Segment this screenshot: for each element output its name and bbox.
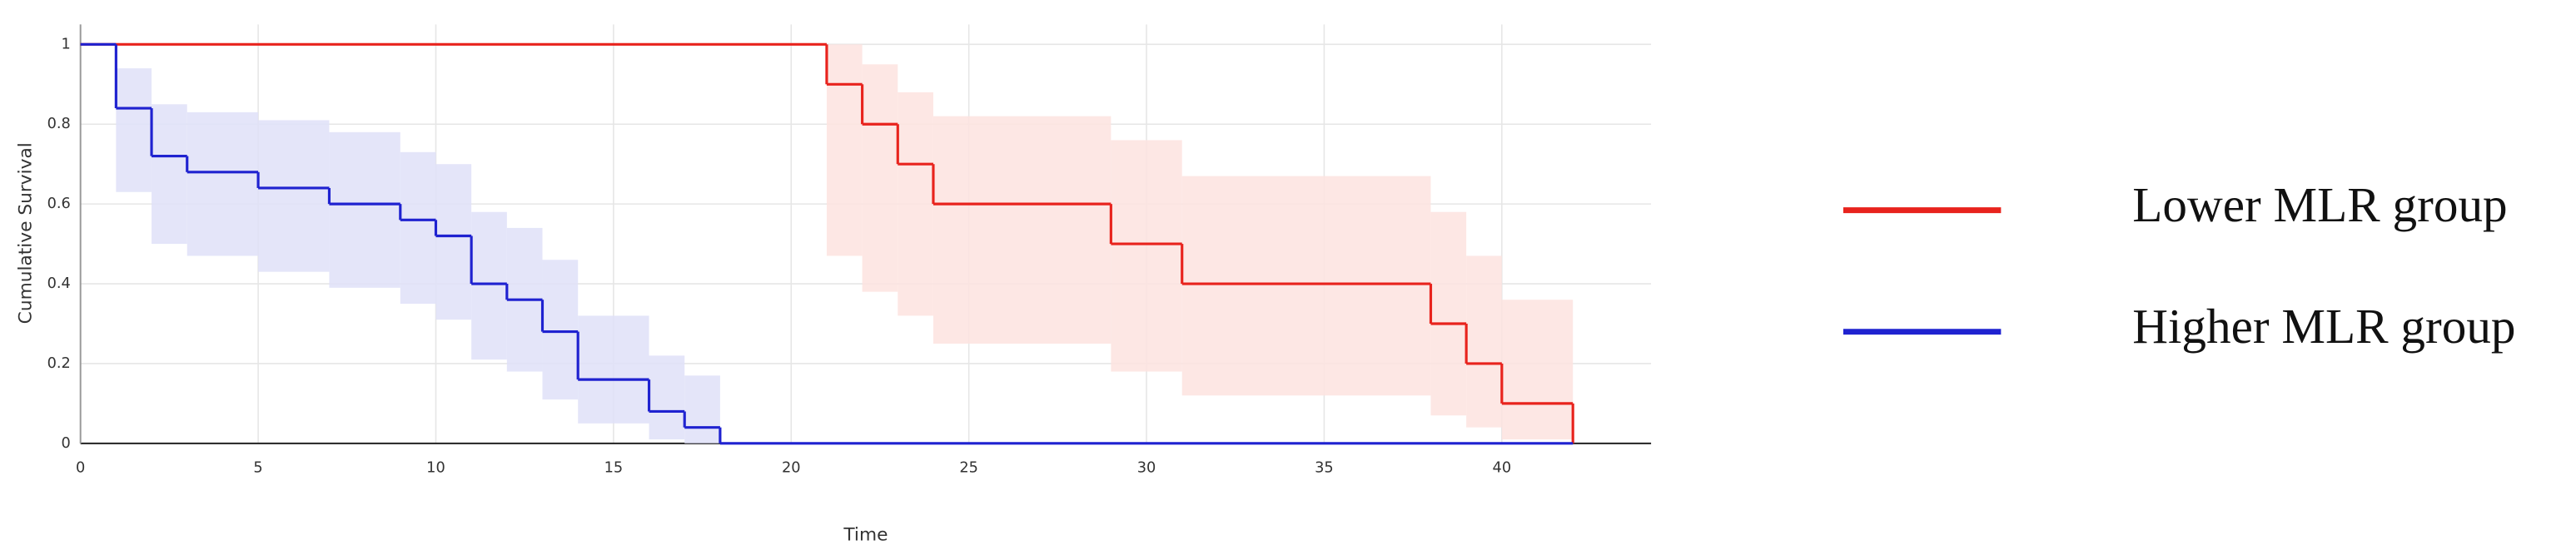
y-tick-label: 0.6	[47, 196, 71, 212]
x-tick-label: 15	[604, 459, 624, 476]
ci-band	[1466, 255, 1502, 428]
ci-band	[329, 131, 400, 288]
legend-label: Higher MLR group	[2132, 299, 2515, 354]
x-tick-label: 5	[253, 459, 262, 476]
ci-band	[649, 355, 685, 440]
ci-band	[862, 64, 898, 292]
x-tick-label: 35	[1315, 459, 1334, 476]
ci-band	[435, 164, 472, 320]
ci-band	[1430, 211, 1467, 416]
ci-band	[1111, 140, 1182, 372]
ci-band	[400, 151, 436, 305]
x-tick-label: 20	[782, 459, 801, 476]
x-tick-label: 25	[959, 459, 978, 476]
ci-band	[152, 104, 187, 245]
ci-band	[542, 260, 579, 400]
ci-band	[826, 44, 863, 256]
x-tick-label: 40	[1493, 459, 1512, 476]
x-axis-label: Time	[843, 524, 888, 545]
y-tick-label: 0.2	[47, 355, 71, 372]
ci-band	[471, 211, 507, 360]
ci-band	[684, 375, 720, 444]
y-tick-label: 0.8	[47, 116, 71, 132]
ci-band	[1181, 176, 1431, 396]
ci-band	[116, 68, 152, 192]
legend-label: Lower MLR group	[2132, 177, 2507, 232]
x-tick-label: 30	[1137, 459, 1156, 476]
y-tick-label: 1	[62, 36, 71, 52]
x-tick-label: 0	[76, 459, 85, 476]
y-axis-label: Cumulative Survival	[16, 142, 37, 324]
ci-band	[186, 112, 259, 256]
ci-band	[932, 116, 1111, 344]
ci-band	[898, 92, 933, 316]
ci-band	[578, 315, 649, 424]
ci-band	[258, 120, 330, 272]
y-tick-label: 0.4	[47, 275, 71, 292]
y-tick-label: 0	[62, 435, 71, 452]
x-tick-label: 10	[426, 459, 445, 476]
ci-band	[1501, 300, 1574, 440]
